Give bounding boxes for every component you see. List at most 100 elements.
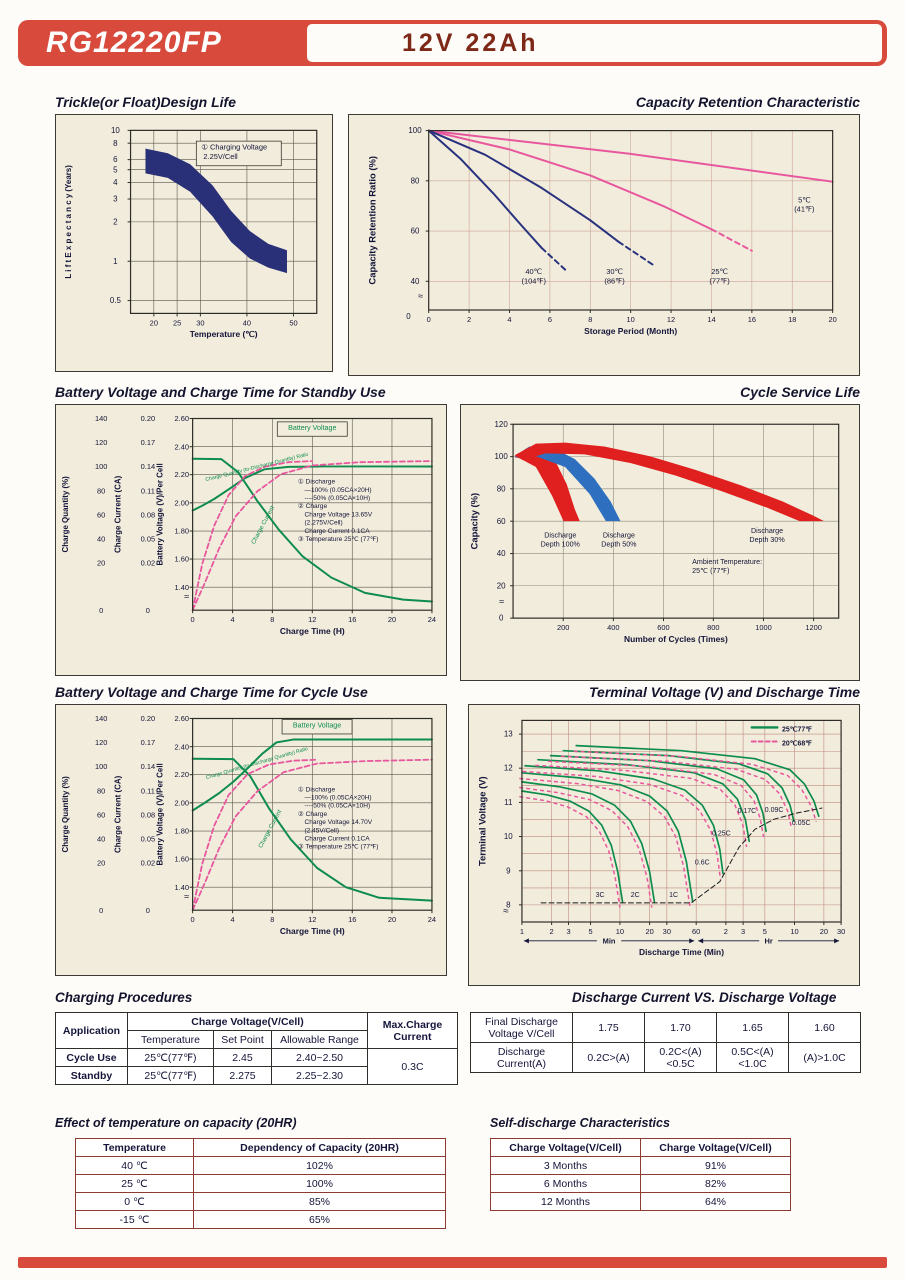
cell-voltage: 1.65 (716, 1012, 789, 1043)
svg-text:11: 11 (504, 798, 513, 807)
self-discharge-table: Charge Voltage(V/Cell) Charge Voltage(V/… (490, 1138, 791, 1211)
svg-text:2: 2 (467, 315, 471, 324)
svg-text:30: 30 (663, 927, 671, 936)
svg-text:120: 120 (95, 438, 107, 447)
svg-text:8: 8 (113, 139, 118, 148)
svg-text:120: 120 (495, 420, 509, 429)
svg-text:0.17: 0.17 (141, 738, 155, 747)
capacity-retention-chart: 100 80 60 40 Capacity Retention Ratio (%) 0 2 4… (348, 114, 860, 376)
cell-max-charge-current: 0.3C (367, 1048, 459, 1085)
table-row: Cycle Use 25℃(77℉) 2.45 2.40~2.50 0.3C (55, 1048, 459, 1085)
svg-text:0.14: 0.14 (141, 462, 155, 471)
svg-text:3C: 3C (596, 892, 605, 899)
svg-text:30: 30 (837, 927, 845, 936)
col-header-set-point: Set Point (213, 1030, 272, 1049)
table-row: 40 ℃ 102% (75, 1156, 446, 1175)
svg-text:12: 12 (504, 764, 513, 773)
section-title-cycle-service-life: Cycle Service Life (740, 384, 860, 400)
section-title-charging-procedures: Charging Procedures (55, 990, 193, 1005)
table-row: 6 Months 82% (490, 1174, 791, 1193)
section-title-trickle-design-life: Trickle(or Float)Design Life (55, 94, 236, 110)
svg-text:0: 0 (146, 606, 150, 615)
section-title-discharge-current-vs-voltage: Discharge Current VS. Discharge Voltage (572, 990, 837, 1005)
svg-text:2.20: 2.20 (174, 470, 188, 479)
svg-text:2.20: 2.20 (174, 770, 188, 779)
table-row: Charge Voltage(V/Cell) Charge Voltage(V/… (490, 1138, 791, 1157)
svg-text:0.11: 0.11 (141, 486, 155, 495)
svg-text:2: 2 (113, 217, 117, 226)
cell-application: Cycle Use (55, 1048, 128, 1067)
cell-set-point: 2.45 (213, 1048, 272, 1067)
cell-allowable-range: 2.25~2.30 (270, 1066, 369, 1085)
svg-text:Min: Min (603, 937, 616, 946)
col-header-application: Application (55, 1012, 128, 1049)
svg-text:20: 20 (388, 615, 396, 624)
svg-text:14: 14 (707, 315, 715, 324)
svg-text:Charge Time (H): Charge Time (H) (280, 926, 345, 936)
svg-text:0.02: 0.02 (141, 859, 155, 868)
cell-ratio: 82% (640, 1174, 791, 1193)
svg-text:Charge Current (CA): Charge Current (CA) (114, 475, 123, 553)
svg-text:25℃(77℉): 25℃ (77℉) (709, 267, 730, 285)
svg-text:10: 10 (616, 927, 624, 936)
cell-set-point: 2.275 (213, 1066, 272, 1085)
svg-text:20: 20 (820, 927, 828, 936)
svg-text:600: 600 (657, 623, 669, 632)
svg-text:Charge Current: Charge Current (257, 808, 283, 849)
cell-temperature: 25℃(77℉) (127, 1066, 214, 1085)
table-row: 25 ℃ 100% (75, 1174, 446, 1193)
svg-text:40: 40 (497, 549, 506, 558)
svg-text:≈: ≈ (499, 597, 504, 607)
svg-text:18: 18 (788, 315, 796, 324)
svg-text:12: 12 (308, 915, 316, 924)
svg-text:0.6C: 0.6C (695, 860, 710, 867)
svg-text:≈: ≈ (184, 592, 189, 602)
table-row: 3 Months 91% (490, 1156, 791, 1175)
cell-allowable-range: 2.40~2.50 (270, 1048, 369, 1067)
svg-text:① Discharge —100% (0.05CA×20H): ① Discharge —100% (0.05CA×20H) ----50% (… (298, 785, 378, 850)
svg-text:0: 0 (499, 614, 504, 623)
svg-text:Battery Voltage: Battery Voltage (293, 722, 341, 730)
svg-text:4: 4 (231, 615, 235, 624)
svg-text:80: 80 (97, 786, 105, 795)
footer-bar (18, 1257, 887, 1268)
svg-text:0.08: 0.08 (141, 511, 155, 520)
svg-text:1.60: 1.60 (174, 555, 188, 564)
cell-current-range: 0.2C<(A)<0.5C (644, 1042, 717, 1073)
svg-text:20: 20 (645, 927, 653, 936)
section-title-capacity-retention: Capacity Retention Characteristic (635, 94, 860, 110)
svg-text:Storage Period (Month): Storage Period (Month) (584, 326, 677, 336)
svg-text:0.20: 0.20 (141, 414, 155, 423)
cell-current-range: (A)>1.0C (788, 1042, 861, 1073)
svg-text:60: 60 (97, 511, 105, 520)
svg-text:0.25C: 0.25C (712, 830, 731, 837)
header-band: RG12220FP 12V 22Ah (18, 20, 887, 66)
cell-period: 6 Months (490, 1174, 641, 1193)
svg-text:4: 4 (231, 915, 235, 924)
cell-application: Standby (55, 1066, 128, 1085)
svg-text:4: 4 (507, 315, 511, 324)
svg-text:0.05C: 0.05C (792, 820, 811, 827)
svg-text:Charge Quantity (%): Charge Quantity (%) (61, 476, 70, 553)
svg-text:3: 3 (113, 195, 118, 204)
svg-text:0.17C: 0.17C (738, 808, 757, 815)
svg-text:1200: 1200 (805, 623, 822, 632)
svg-text:100: 100 (95, 762, 107, 771)
svg-text:20℃68℉: 20℃68℉ (782, 740, 812, 748)
cell-temperature: 25 ℃ (75, 1174, 194, 1193)
svg-text:24: 24 (428, 615, 436, 624)
svg-text:2.40: 2.40 (174, 442, 188, 451)
header-rating-area: 12V 22Ah (307, 24, 882, 62)
svg-text:9: 9 (506, 866, 511, 875)
svg-text:20: 20 (97, 859, 105, 868)
svg-text:2.00: 2.00 (174, 798, 188, 807)
cell-temperature: 0 ℃ (75, 1192, 194, 1211)
svg-text:10: 10 (627, 315, 635, 324)
row-header-discharge-current: Discharge Current(A) (470, 1042, 573, 1073)
table-row: Standby 25℃(77℉) 2.275 2.25~2.30 (55, 1066, 458, 1085)
svg-text:2: 2 (724, 927, 728, 936)
cell-ratio: 64% (640, 1192, 791, 1211)
table-row: Temperature Set Point Allowable Range (56, 1030, 458, 1049)
table-row: Discharge Current(A) 0.2C>(A) 0.2C<(A)<0… (470, 1042, 861, 1073)
